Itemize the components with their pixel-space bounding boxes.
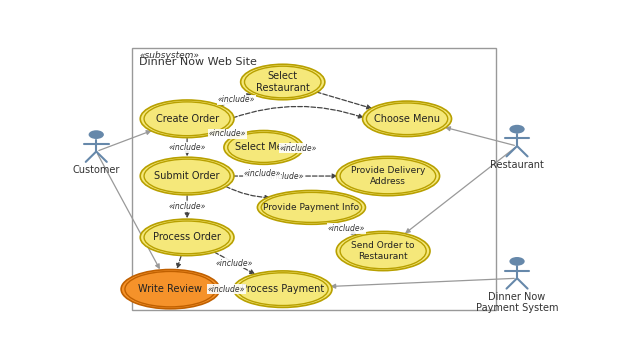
Text: «include»: «include» — [168, 202, 206, 211]
Text: «subsystem»: «subsystem» — [139, 51, 199, 60]
Text: Write Review: Write Review — [138, 284, 202, 294]
Ellipse shape — [336, 232, 430, 270]
Text: Submit Order: Submit Order — [154, 171, 220, 181]
Text: Choose Menu: Choose Menu — [374, 114, 440, 124]
Text: «include»: «include» — [280, 144, 317, 153]
Circle shape — [510, 257, 524, 266]
Text: Customer: Customer — [73, 165, 120, 175]
Ellipse shape — [336, 156, 439, 196]
Text: Process Order: Process Order — [153, 232, 221, 242]
Circle shape — [510, 125, 524, 133]
Ellipse shape — [233, 271, 332, 307]
FancyBboxPatch shape — [132, 48, 495, 310]
Ellipse shape — [121, 269, 220, 309]
Text: «include»: «include» — [218, 95, 255, 104]
Text: «include»: «include» — [168, 143, 206, 152]
Text: «include»: «include» — [209, 130, 246, 138]
Ellipse shape — [140, 157, 234, 195]
Text: «include»: «include» — [208, 285, 245, 294]
Text: Select
Restaurant: Select Restaurant — [256, 71, 310, 93]
Text: «include»: «include» — [328, 224, 365, 233]
Text: Process Payment: Process Payment — [241, 284, 325, 294]
Ellipse shape — [224, 131, 304, 164]
Text: «include»: «include» — [244, 169, 281, 178]
Ellipse shape — [140, 100, 234, 138]
Text: Dinner Now
Payment System: Dinner Now Payment System — [476, 292, 558, 314]
Text: Restaurant: Restaurant — [490, 160, 544, 170]
Text: «include»: «include» — [267, 172, 304, 181]
Text: Provide Payment Info: Provide Payment Info — [263, 203, 360, 212]
Ellipse shape — [241, 64, 325, 100]
Text: Create Order: Create Order — [155, 114, 218, 124]
Ellipse shape — [257, 190, 365, 224]
Text: Provide Delivery
Address: Provide Delivery Address — [350, 166, 425, 186]
Text: Dinner Now Web Site: Dinner Now Web Site — [139, 57, 257, 67]
Ellipse shape — [363, 101, 452, 137]
Text: «include»: «include» — [216, 259, 254, 268]
Circle shape — [89, 130, 104, 139]
Text: Send Order to
Restaurant: Send Order to Restaurant — [352, 241, 415, 261]
Text: Select Meal: Select Meal — [235, 142, 292, 153]
Ellipse shape — [140, 219, 234, 256]
